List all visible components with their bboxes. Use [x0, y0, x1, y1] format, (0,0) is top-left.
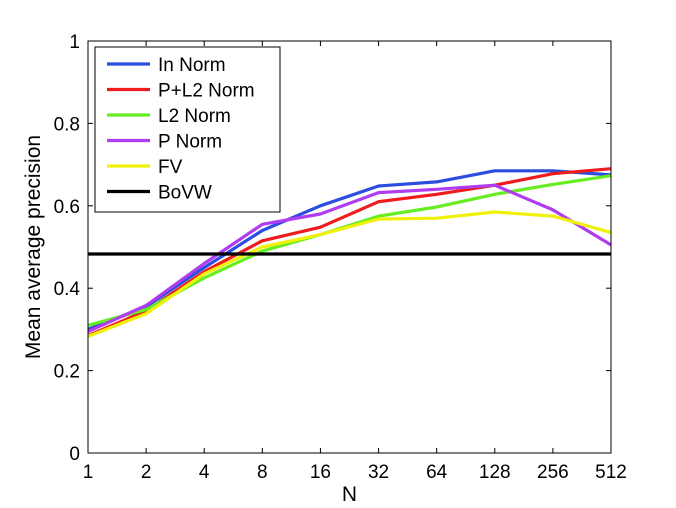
series-line-p-norm [87, 183, 612, 333]
y-tick-label: 0.4 [54, 279, 81, 300]
x-axis-ticks: 1 2 4 8 16 32 64 128 256 512 [83, 41, 627, 483]
x-axis-label: N [342, 483, 357, 506]
x-tick-label: 256 [537, 462, 569, 483]
x-tick-label: 16 [310, 462, 331, 483]
y-tick-label: 0.8 [54, 114, 80, 135]
x-tick-label: 8 [257, 462, 268, 483]
series-line-p-l2-norm [87, 167, 612, 338]
legend-label-in-norm: In Norm [158, 55, 226, 76]
legend: In Norm P+L2 Norm L2 Norm P Norm FV BoVW [94, 46, 281, 213]
series-layer [87, 167, 612, 338]
series-line-fv [87, 210, 612, 338]
legend-label-p-l2-norm: P+L2 Norm [158, 81, 255, 102]
x-tick-label: 2 [141, 462, 152, 483]
x-tick-label: 128 [479, 462, 511, 483]
legend-label-l2-norm: L2 Norm [158, 106, 231, 127]
y-axis-ticks: 0 0.2 0.4 0.6 0.8 1 [54, 32, 611, 465]
legend-label-bovw: BoVW [158, 183, 212, 204]
x-tick-label: 32 [368, 462, 389, 483]
x-tick-label: 4 [199, 462, 210, 483]
y-tick-label: 0.2 [54, 362, 80, 383]
legend-label-p-norm: P Norm [158, 132, 222, 153]
plot-frame [87, 40, 612, 454]
y-tick-label: 1 [69, 32, 80, 53]
legend-box [94, 46, 281, 213]
y-tick-label: 0.6 [54, 197, 80, 218]
y-tick-label: 0 [69, 444, 80, 465]
x-tick-label: 64 [426, 462, 448, 483]
y-axis-label: Mean average precision [22, 135, 45, 359]
x-tick-label: 1 [83, 462, 94, 483]
x-tick-label: 512 [595, 462, 627, 483]
series-line-in-norm [87, 169, 612, 331]
legend-label-fv: FV [158, 157, 183, 178]
